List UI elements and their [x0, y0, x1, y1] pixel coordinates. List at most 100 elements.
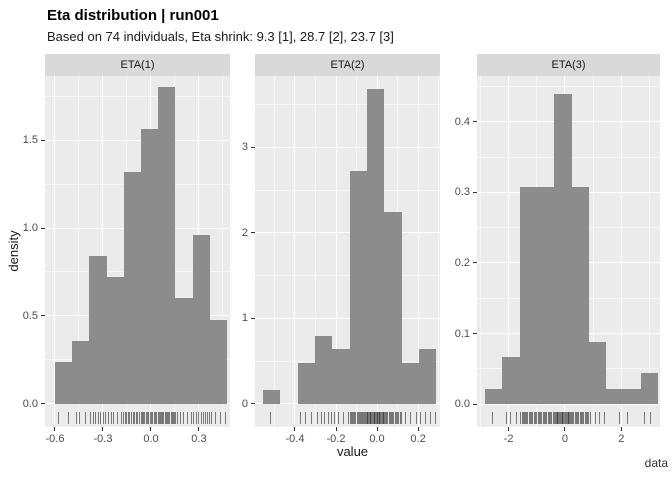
- rug-mark: [398, 411, 399, 424]
- y-tick-mark: [41, 139, 45, 141]
- rug-mark: [90, 411, 91, 424]
- histogram-bar: [520, 186, 537, 404]
- rug-mark: [560, 412, 561, 424]
- rug-mark: [113, 411, 114, 424]
- histogram-bar: [350, 171, 367, 404]
- rug-mark: [374, 411, 375, 424]
- rug-mark: [565, 412, 566, 424]
- rug-mark: [367, 411, 368, 424]
- plot-title: Eta distribution | run001: [47, 7, 219, 24]
- plot-subtitle: Based on 74 individuals, Eta shrink: 9.3…: [47, 29, 394, 44]
- rug-mark: [357, 411, 358, 424]
- y-tick-mark: [251, 146, 255, 148]
- histogram-bar: [367, 89, 384, 404]
- rug-mark: [348, 411, 349, 424]
- histogram-bar: [315, 335, 332, 404]
- minor-gridline: [477, 86, 660, 88]
- x-tick-mark: [376, 427, 378, 431]
- y-tick-label: 0.5: [22, 309, 38, 322]
- y-tick-mark: [251, 317, 255, 319]
- rug-mark: [396, 411, 397, 424]
- rug-mark: [142, 411, 143, 424]
- rug-mark: [387, 411, 388, 424]
- y-tick-label: 0.2: [454, 256, 470, 269]
- rug-mark: [191, 411, 192, 424]
- rug-mark: [627, 412, 628, 424]
- x-tick-label: 0.3: [191, 433, 207, 445]
- rug-mark: [516, 412, 517, 424]
- histogram-bar: [589, 341, 606, 404]
- rug-mark: [544, 412, 545, 424]
- rug-mark: [187, 411, 188, 424]
- rug-mark: [582, 412, 583, 424]
- rug-mark: [198, 411, 199, 424]
- rug-mark: [172, 411, 173, 424]
- minor-gridline: [592, 76, 594, 427]
- rug-mark: [215, 411, 216, 424]
- x-tick-label: 0: [561, 433, 569, 445]
- rug-mark: [577, 412, 578, 424]
- rug-mark: [586, 412, 587, 424]
- rug-mark: [162, 411, 163, 424]
- minor-gridline: [273, 76, 275, 427]
- rug-mark: [126, 411, 127, 424]
- rug-mark: [161, 411, 162, 424]
- x-tick-mark: [335, 427, 337, 431]
- histogram-bar: [419, 349, 436, 404]
- rug-mark: [361, 411, 362, 424]
- rug-mark: [569, 412, 570, 424]
- rug-mark: [152, 411, 153, 424]
- x-tick-mark: [150, 427, 152, 431]
- rug-mark: [211, 411, 212, 424]
- rug-mark: [604, 412, 605, 424]
- rug-mark: [435, 411, 436, 424]
- histogram-bar: [384, 212, 402, 404]
- y-tick-label: 0.0: [22, 397, 38, 410]
- rug-mark: [644, 412, 645, 424]
- rug-mark: [100, 411, 101, 424]
- rug-mark: [156, 411, 157, 424]
- y-tick-label: 0.3: [454, 186, 470, 199]
- rug-mark: [395, 411, 396, 424]
- rug-mark: [650, 412, 651, 424]
- rug-mark: [430, 411, 431, 424]
- rug-mark: [390, 411, 391, 424]
- y-tick-label: 3: [241, 141, 248, 154]
- rug-mark: [389, 411, 390, 424]
- rug-mark: [530, 412, 531, 424]
- major-gridline: [294, 76, 296, 427]
- rug-mark: [338, 411, 339, 424]
- rug-mark: [550, 412, 551, 424]
- minor-gridline: [255, 103, 440, 105]
- rug-mark: [141, 411, 142, 424]
- rug-mark: [534, 412, 535, 424]
- rug-mark: [405, 411, 406, 424]
- histogram-bar: [124, 171, 141, 404]
- rug-mark: [554, 412, 555, 424]
- rug-mark: [350, 411, 351, 424]
- rug-mark: [372, 411, 373, 424]
- minor-gridline: [649, 76, 651, 427]
- rug-mark: [576, 412, 577, 424]
- rug-mark: [76, 411, 77, 424]
- rug-mark: [379, 411, 380, 424]
- rug-mark: [193, 411, 194, 424]
- x-tick-mark: [417, 427, 419, 431]
- histogram-bar: [641, 372, 658, 404]
- rug-mark: [166, 411, 167, 424]
- y-tick-mark: [251, 403, 255, 405]
- rug-mark: [58, 411, 59, 424]
- rug-mark: [360, 411, 361, 424]
- rug-mark: [85, 411, 86, 424]
- histogram-bar: [193, 235, 210, 404]
- histogram-bar: [554, 93, 572, 404]
- rug-mark: [365, 411, 366, 424]
- rug-mark: [568, 412, 569, 424]
- x-tick-mark: [198, 427, 200, 431]
- y-tick-mark: [473, 333, 477, 334]
- rug-mark: [143, 411, 144, 424]
- rug-mark: [169, 411, 170, 424]
- rug-mark: [369, 411, 370, 424]
- rug-mark: [543, 412, 544, 424]
- rug-mark: [305, 411, 306, 424]
